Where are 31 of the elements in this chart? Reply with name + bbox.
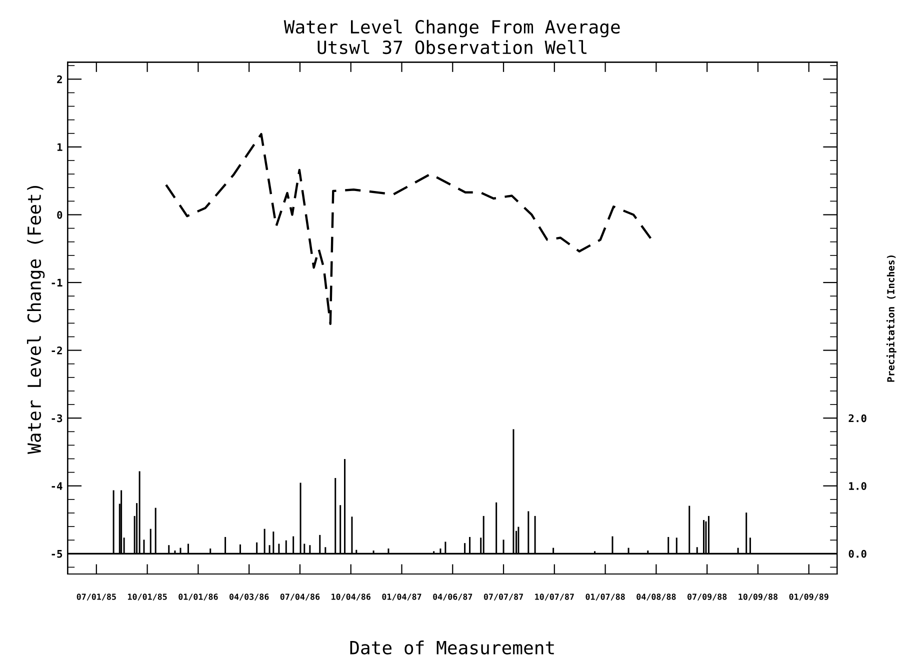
y2-tick-label: 2.0 (848, 414, 866, 422)
x-tick-label: 07/07/87 (484, 594, 523, 601)
y-tick-label: -3 (52, 414, 62, 422)
y-tick-label: 1 (57, 143, 62, 151)
x-tick-label: 07/01/85 (76, 594, 116, 601)
line-series (164, 132, 653, 325)
x-tick-label: 10/04/86 (332, 594, 370, 601)
x-tick-label: 04/08/88 (636, 594, 676, 601)
x-tick-label: 04/06/87 (433, 594, 472, 601)
chart-title: Water Level Change From Average Utswl 37 Observation Well (284, 20, 620, 54)
y-tick-label: -1 (52, 278, 62, 286)
y2-axis-title: Precipitation (Inches) (886, 256, 896, 382)
x-tick-label: 10/09/88 (738, 594, 778, 601)
x-tick-label: 01/07/88 (586, 594, 625, 601)
x-tick-label: 01/04/87 (382, 594, 422, 601)
y-tick-label: -2 (52, 346, 62, 354)
y-tick-label: -4 (52, 482, 62, 490)
x-tick-label: 07/09/88 (688, 594, 727, 601)
y2-tick-label: 1.0 (849, 482, 866, 490)
y-axis-title: Water Level Change (Feet) (26, 186, 45, 454)
x-tick-label: 10/01/85 (128, 594, 167, 601)
x-tick-label: 01/01/86 (178, 594, 218, 601)
x-tick-label: 07/04/86 (280, 594, 320, 601)
x-tick-label: 10/07/87 (535, 594, 574, 601)
y-tick-label: -5 (52, 550, 62, 558)
x-tick-label: 01/09/89 (789, 594, 828, 601)
y-tick-label: 0 (57, 210, 62, 219)
y-tick-label: 2 (57, 75, 62, 84)
x-axis-title: Date of Measurement (350, 640, 554, 654)
y2-tick-label: 0.0 (848, 550, 866, 558)
x-tick-label: 04/03/86 (230, 594, 269, 601)
